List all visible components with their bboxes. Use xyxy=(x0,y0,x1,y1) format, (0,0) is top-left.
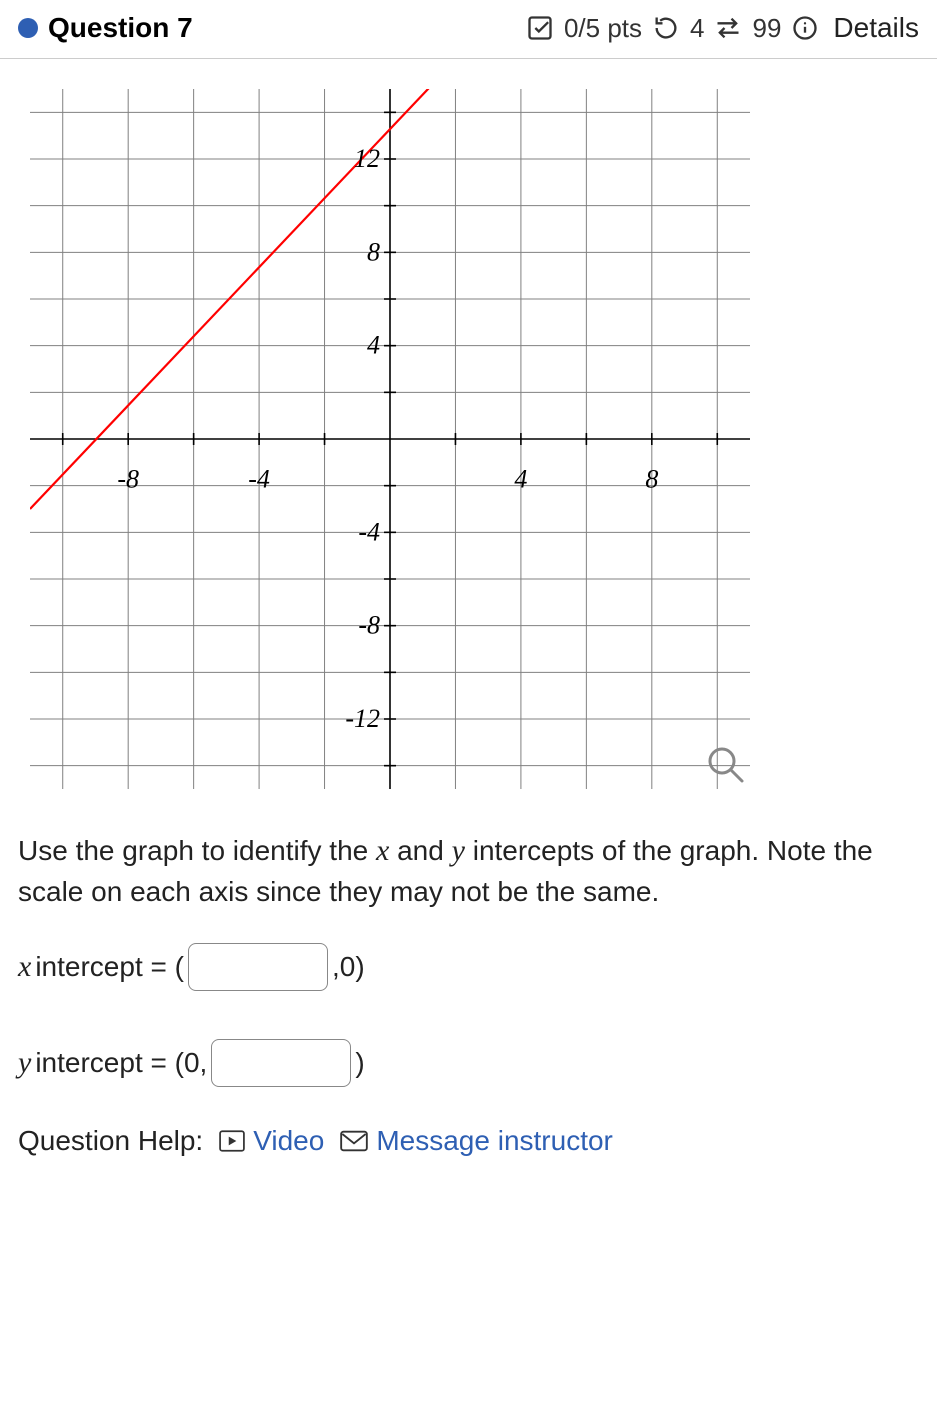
svg-text:8: 8 xyxy=(645,464,658,493)
swap-icon xyxy=(714,14,742,42)
x-intercept-row: x intercept = ( ,0) xyxy=(0,911,937,991)
x-intercept-pre: intercept = ( xyxy=(35,951,184,983)
y-intercept-post: ) xyxy=(355,1047,364,1079)
svg-text:-12: -12 xyxy=(345,704,380,733)
svg-text:-8: -8 xyxy=(358,611,380,640)
header-right: 0/5 pts 4 99 Details xyxy=(526,12,919,44)
qtext-part-1: and xyxy=(389,835,451,866)
x-intercept-var: x xyxy=(18,950,31,984)
graph-plot: -8 -4 4 8 12 8 4 -4 -8 -12 xyxy=(30,89,750,789)
attempts-text: 99 xyxy=(752,13,781,44)
y-intercept-row: y intercept = (0, ) xyxy=(0,991,937,1087)
y-intercept-pre: intercept = (0, xyxy=(35,1047,207,1079)
question-title: Question 7 xyxy=(48,12,193,44)
svg-text:8: 8 xyxy=(367,237,380,266)
x-intercept-post: ,0) xyxy=(332,951,365,983)
video-link[interactable]: Video xyxy=(219,1125,324,1157)
question-header: Question 7 0/5 pts 4 99 xyxy=(0,0,937,59)
header-left: Question 7 xyxy=(18,12,193,44)
svg-text:-8: -8 xyxy=(117,464,139,493)
status-dot-icon xyxy=(18,18,38,38)
y-intercept-var: y xyxy=(18,1046,31,1080)
points-text: 0/5 pts xyxy=(564,13,642,44)
y-intercept-input[interactable] xyxy=(211,1039,351,1087)
svg-text:-4: -4 xyxy=(358,517,380,546)
help-label: Question Help: xyxy=(18,1125,203,1157)
help-row: Question Help: Video Message instructor xyxy=(0,1087,937,1185)
var-x: x xyxy=(376,834,389,867)
svg-text:12: 12 xyxy=(354,144,380,173)
svg-text:4: 4 xyxy=(367,331,380,360)
video-link-label: Video xyxy=(253,1125,324,1157)
svg-text:4: 4 xyxy=(514,464,527,493)
svg-text:-4: -4 xyxy=(248,464,270,493)
details-link[interactable]: Details xyxy=(833,12,919,44)
info-icon[interactable] xyxy=(791,14,819,42)
magnify-icon[interactable] xyxy=(710,749,742,781)
retry-icon xyxy=(652,14,680,42)
graph-container: -8 -4 4 8 12 8 4 -4 -8 -12 xyxy=(0,59,937,812)
question-text: Use the graph to identify the x and y in… xyxy=(0,812,937,911)
qtext-part-0: Use the graph to identify the xyxy=(18,835,376,866)
message-instructor-link[interactable]: Message instructor xyxy=(340,1125,613,1157)
x-intercept-input[interactable] xyxy=(188,943,328,991)
var-y: y xyxy=(452,834,465,867)
retries-text: 4 xyxy=(690,13,704,44)
message-instructor-label: Message instructor xyxy=(376,1125,613,1157)
envelope-icon xyxy=(340,1130,368,1152)
video-icon xyxy=(219,1130,245,1152)
checkbox-icon xyxy=(526,14,554,42)
